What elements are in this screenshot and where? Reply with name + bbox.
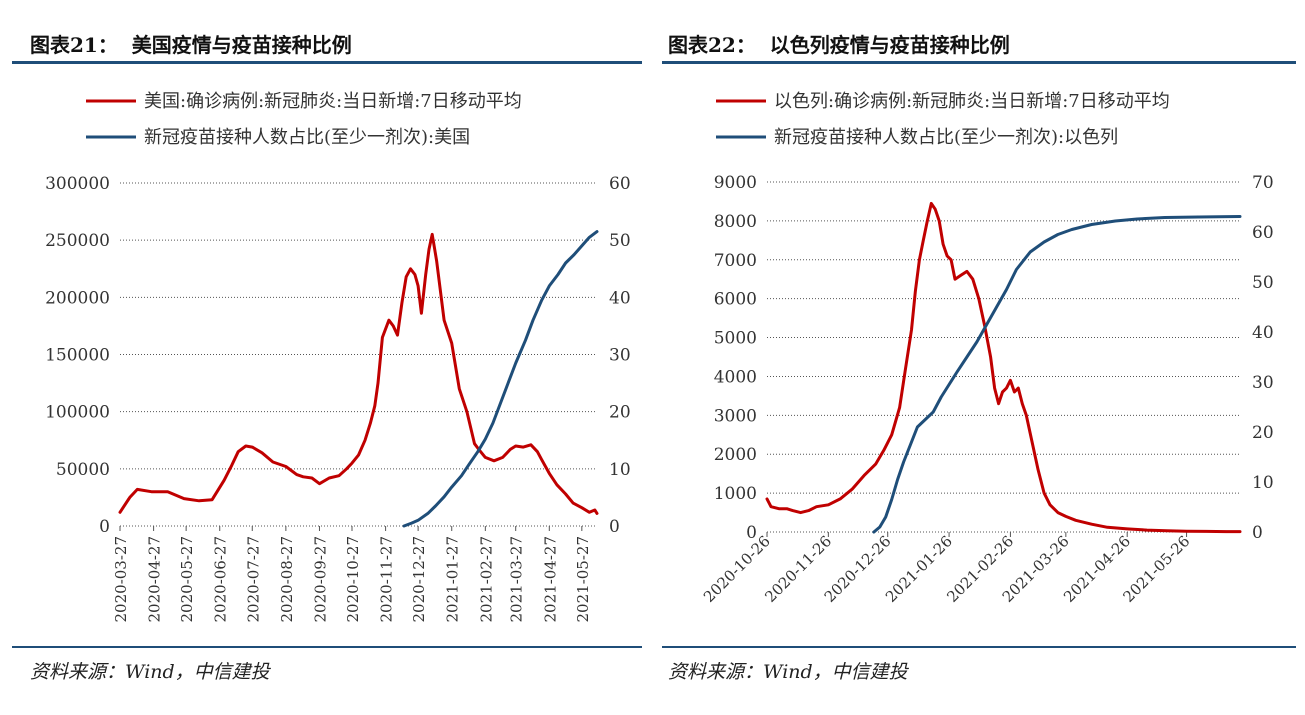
left-x-tick-label: 2020-06-27 bbox=[212, 536, 230, 622]
left-chart: 美国:确诊病例:新冠肺炎:当日新增:7日移动平均新冠疫苗接种人数占比(至少一剂次… bbox=[45, 91, 631, 622]
left-series-line-2 bbox=[402, 230, 599, 528]
right-legend-label-1: 以色列:确诊病例:新冠肺炎:当日新增:7日移动平均 bbox=[774, 91, 1170, 112]
right-y-left-tick: 0 bbox=[746, 523, 757, 543]
left-legend-label-1: 美国:确诊病例:新冠肺炎:当日新增:7日移动平均 bbox=[144, 91, 522, 112]
right-y-left-tick: 6000 bbox=[714, 290, 757, 310]
left-x-tick-label: 2020-10-27 bbox=[344, 536, 362, 622]
right-bottom-rule bbox=[662, 646, 1296, 648]
left-x-tick-label: 2020-04-27 bbox=[146, 536, 164, 622]
left-x-tick-label: 2020-11-27 bbox=[378, 536, 396, 622]
left-y-left-tick: 200000 bbox=[45, 288, 110, 308]
left-series-line-1 bbox=[118, 232, 599, 515]
left-x-tick-label: 2020-07-27 bbox=[244, 536, 262, 622]
left-x-tick-label: 2020-09-27 bbox=[311, 536, 329, 622]
right-y-right-tick: 0 bbox=[1252, 523, 1263, 543]
left-y-left-tick: 300000 bbox=[45, 174, 110, 194]
left-y-right-tick: 50 bbox=[609, 231, 631, 251]
right-y-left-tick: 5000 bbox=[714, 329, 757, 349]
right-y-right-tick: 30 bbox=[1252, 373, 1274, 393]
left-y-right-tick: 40 bbox=[609, 288, 631, 308]
right-source-note: 资料来源：Wind，中信建投 bbox=[668, 661, 908, 683]
left-x-tick-label: 2020-12-27 bbox=[410, 536, 428, 622]
left-x-tick-label: 2021-01-27 bbox=[444, 536, 462, 622]
left-y-left-tick: 250000 bbox=[45, 231, 110, 251]
right-y-left-tick: 1000 bbox=[714, 484, 757, 504]
right-y-right-tick: 40 bbox=[1252, 323, 1274, 343]
left-x-tick-label: 2021-03-27 bbox=[508, 536, 526, 622]
left-y-left-tick: 0 bbox=[99, 517, 110, 537]
right-series-line-2 bbox=[872, 215, 1242, 534]
right-y-right-tick: 60 bbox=[1252, 223, 1274, 243]
right-y-right-tick: 70 bbox=[1252, 173, 1274, 193]
left-x-tick-label: 2020-08-27 bbox=[278, 536, 296, 622]
right-y-right-tick: 10 bbox=[1252, 473, 1274, 493]
right-y-left-tick: 2000 bbox=[714, 445, 757, 465]
right-top-rule bbox=[662, 61, 1296, 64]
left-y-left-tick: 100000 bbox=[45, 403, 110, 423]
right-figure-title: 图表22： 以色列疫情与疫苗接种比例 bbox=[668, 33, 1010, 57]
left-bottom-rule bbox=[12, 646, 642, 648]
left-y-left-tick: 50000 bbox=[56, 460, 110, 480]
right-chart: 以色列:确诊病例:新冠肺炎:当日新增:7日移动平均新冠疫苗接种人数占比(至少一剂… bbox=[700, 91, 1274, 606]
left-x-tick-label: 2020-05-27 bbox=[178, 536, 196, 622]
right-y-left-tick: 3000 bbox=[714, 406, 757, 426]
right-y-left-tick: 9000 bbox=[714, 173, 757, 193]
right-legend-label-2: 新冠疫苗接种人数占比(至少一剂次):以色列 bbox=[774, 127, 1118, 148]
left-legend-label-2: 新冠疫苗接种人数占比(至少一剂次):美国 bbox=[144, 127, 470, 148]
left-x-tick-label: 2021-02-27 bbox=[477, 536, 495, 622]
left-source-note: 资料来源：Wind，中信建投 bbox=[30, 661, 270, 683]
right-y-left-tick: 8000 bbox=[714, 212, 757, 232]
right-series-line-1 bbox=[765, 201, 1242, 534]
right-y-right-tick: 50 bbox=[1252, 273, 1274, 293]
left-x-tick-label: 2021-04-27 bbox=[541, 536, 559, 622]
left-y-right-tick: 10 bbox=[609, 460, 631, 480]
left-top-rule bbox=[12, 61, 642, 64]
left-y-right-tick: 60 bbox=[609, 174, 631, 194]
right-y-left-tick: 4000 bbox=[714, 367, 757, 387]
left-figure-title: 图表21： 美国疫情与疫苗接种比例 bbox=[30, 33, 352, 57]
right-y-left-tick: 7000 bbox=[714, 251, 757, 271]
left-y-left-tick: 150000 bbox=[45, 346, 110, 366]
left-y-right-tick: 0 bbox=[609, 517, 620, 537]
left-y-right-tick: 30 bbox=[609, 346, 631, 366]
right-y-right-tick: 20 bbox=[1252, 423, 1274, 443]
left-x-tick-label: 2021-05-27 bbox=[574, 536, 592, 622]
left-x-tick-label: 2020-03-27 bbox=[112, 536, 130, 622]
left-y-right-tick: 20 bbox=[609, 403, 631, 423]
